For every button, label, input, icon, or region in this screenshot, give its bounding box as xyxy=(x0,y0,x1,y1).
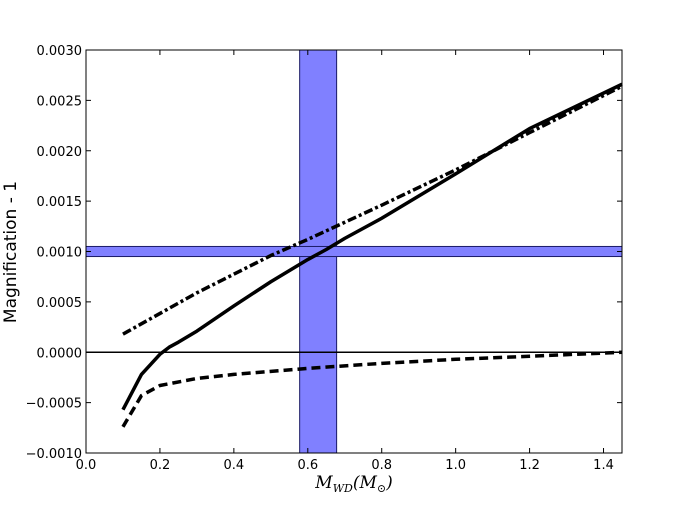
y-tick-label: −0.0005 xyxy=(26,397,82,412)
series-line-dashed xyxy=(121,350,623,428)
y-tick-label: 0.0005 xyxy=(37,296,83,311)
x-axis-ticks: 0.0 0.2 0.4 0.6 0.8 1.0 1.2 1.4 xyxy=(76,50,614,473)
series-group xyxy=(121,82,623,428)
y-tick-label: 0.0030 xyxy=(37,44,83,59)
x-label-paren-open: (M xyxy=(353,473,378,493)
x-tick-label: 1.2 xyxy=(519,458,540,473)
y-axis-ticks: −0.0010 −0.0005 0.0000 0.0005 0.0010 0.0015 0.… xyxy=(26,44,622,462)
x-axis-label: MWD(M⊙) xyxy=(314,473,392,495)
x-tick-label: 0.2 xyxy=(150,458,171,473)
y-tick-label: 0.0000 xyxy=(37,346,83,361)
x-label-paren-sub: ⊙ xyxy=(377,482,386,495)
x-tick-label: 0.0 xyxy=(76,458,97,473)
y-tick-label: 0.0025 xyxy=(37,94,83,109)
y-tick-label: 0.0020 xyxy=(37,145,83,160)
y-tick-label: 0.0015 xyxy=(37,195,83,210)
y-axis-label: Magnification - 1 xyxy=(1,181,21,323)
series-line-dashdot xyxy=(122,84,623,336)
x-tick-label: 1.0 xyxy=(445,458,466,473)
x-label-main: M xyxy=(314,473,333,493)
x-tick-label: 0.8 xyxy=(371,458,392,473)
highlight-bands xyxy=(85,49,623,454)
series-line-solid xyxy=(121,82,623,411)
y-tick-label: −0.0010 xyxy=(26,447,82,462)
x-tick-label: 0.6 xyxy=(297,458,318,473)
horizontal-band xyxy=(85,245,623,258)
x-tick-label: 1.4 xyxy=(593,458,614,473)
y-tick-label: 0.0010 xyxy=(37,246,83,261)
x-label-sub: WD xyxy=(333,482,353,495)
x-label-paren-close: ) xyxy=(385,473,393,493)
x-tick-label: 0.4 xyxy=(224,458,245,473)
